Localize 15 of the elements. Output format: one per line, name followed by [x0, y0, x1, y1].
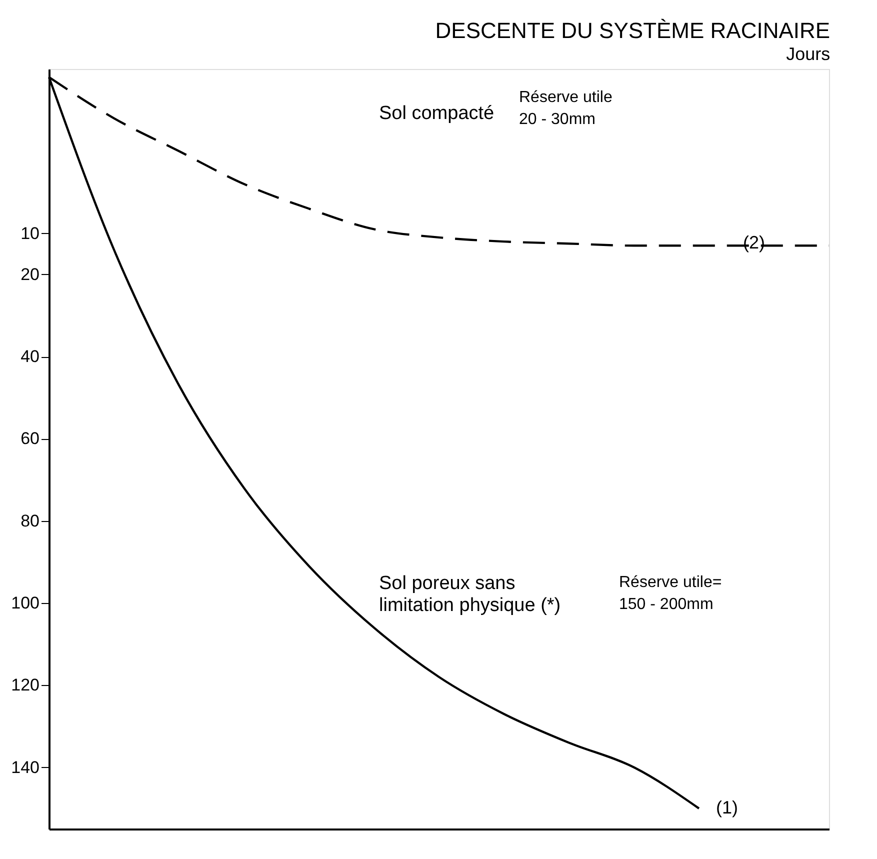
y-tick-label: 120 [11, 676, 40, 695]
y-tick-label: 80 [20, 511, 40, 530]
y-tick-label: 60 [20, 429, 40, 448]
y-tick-label: 40 [20, 347, 40, 366]
x-axis-title: Jours [786, 44, 830, 64]
chart-title: DESCENTE DU SYSTÈME RACINAIRE [435, 18, 830, 43]
annotation: Réserve utile 20 - 30mm [519, 89, 612, 128]
y-tick-label: 20 [20, 264, 40, 284]
y-tick-label: 100 [11, 594, 40, 613]
annotation: Réserve utile= 150 - 200mm [619, 574, 722, 613]
y-tick-label: 10 [20, 224, 40, 243]
series-label: (1) [716, 797, 738, 818]
y-tick-label: 140 [11, 758, 40, 777]
annotation: Sol poreux sans limitation physique (*) [379, 573, 561, 616]
annotation: Sol compacté [379, 103, 494, 124]
